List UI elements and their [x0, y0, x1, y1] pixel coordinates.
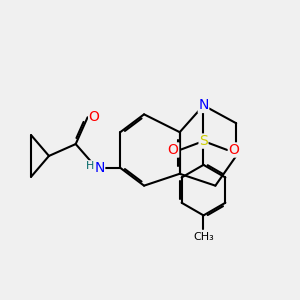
- Text: O: O: [168, 143, 178, 157]
- Text: CH₃: CH₃: [193, 232, 214, 242]
- Text: H: H: [86, 161, 94, 171]
- Text: N: N: [94, 161, 105, 175]
- Text: O: O: [89, 110, 100, 124]
- Text: S: S: [199, 134, 208, 148]
- Text: O: O: [228, 143, 239, 157]
- Text: N: N: [198, 98, 209, 112]
